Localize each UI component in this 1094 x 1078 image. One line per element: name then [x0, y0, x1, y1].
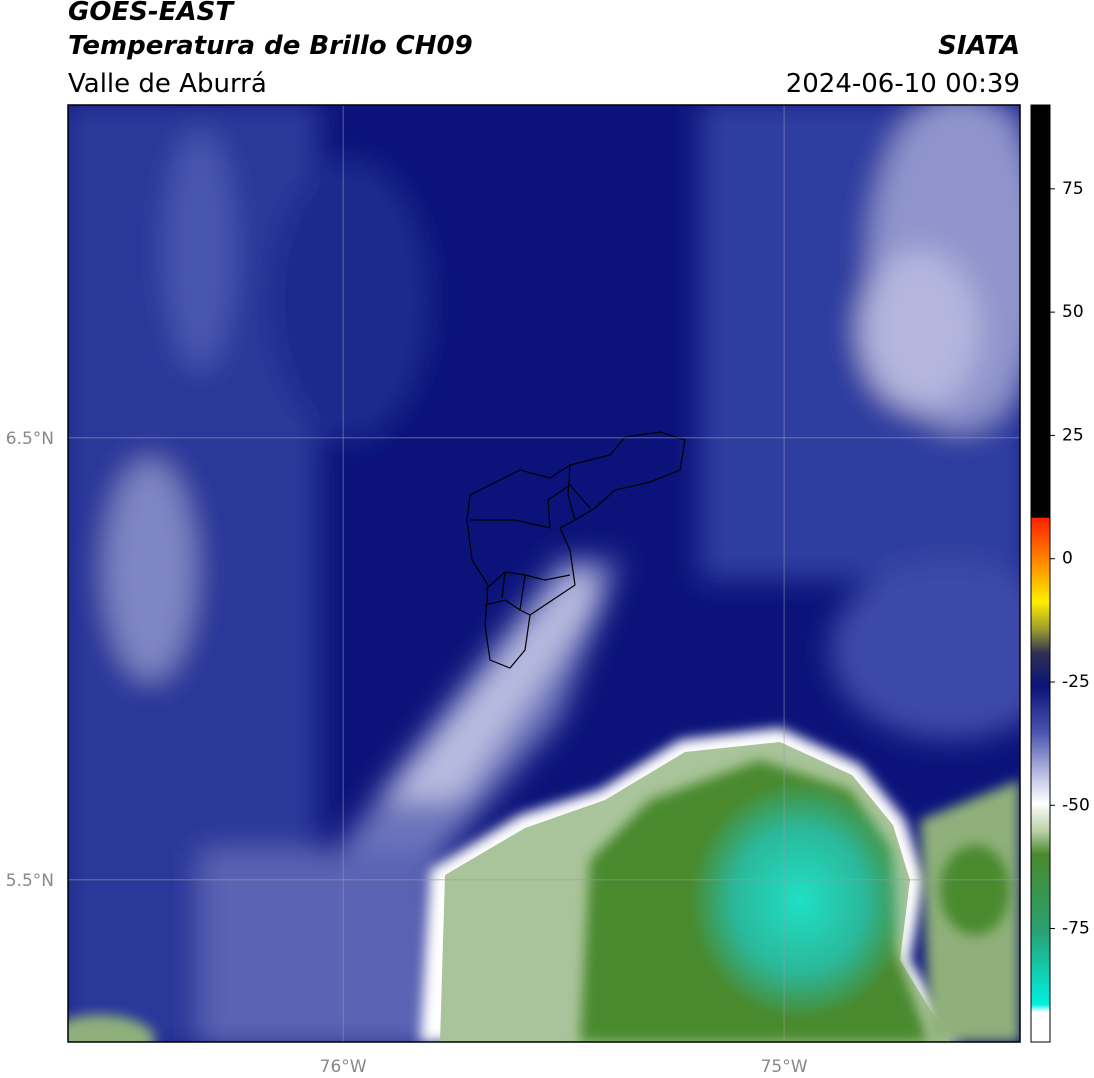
lat-tick-label: 6.5°N [6, 429, 54, 449]
region: Valle de Aburrá [68, 69, 267, 99]
map-frame [67, 104, 1021, 1043]
colorbar-tick-label: 0 [1062, 549, 1073, 569]
subtitle: Temperatura de Brillo CH09 [68, 31, 473, 61]
colorbar [1030, 104, 1051, 1043]
graticule [68, 105, 1020, 1042]
lon-tick-label: 75°W [761, 1057, 808, 1077]
municipal-boundaries [466, 431, 686, 669]
lon-tick-label: 76°W [320, 1057, 367, 1077]
datetime: 2024-06-10 00:39 [786, 69, 1020, 99]
source: SIATA [938, 31, 1020, 61]
labels: 76°W 75°W 6.5°N 5.5°N -75 -50 -25 0 25 50 75 [6, 179, 1090, 1077]
cold-cloud [68, 728, 1020, 1042]
colorbar-tick-label: 50 [1062, 302, 1084, 322]
lat-tick-label: 5.5°N [6, 871, 54, 891]
colorbar-tick-label: 25 [1062, 425, 1084, 445]
colorbar-tick-label: -75 [1062, 919, 1090, 939]
colorbar-tick-label: 75 [1062, 179, 1084, 199]
satellite-image [68, 105, 1020, 1042]
title: GOES-EAST [68, 0, 235, 27]
colorbar-tick-label: -25 [1062, 672, 1090, 692]
colorbar-tick-label: -50 [1062, 795, 1090, 815]
